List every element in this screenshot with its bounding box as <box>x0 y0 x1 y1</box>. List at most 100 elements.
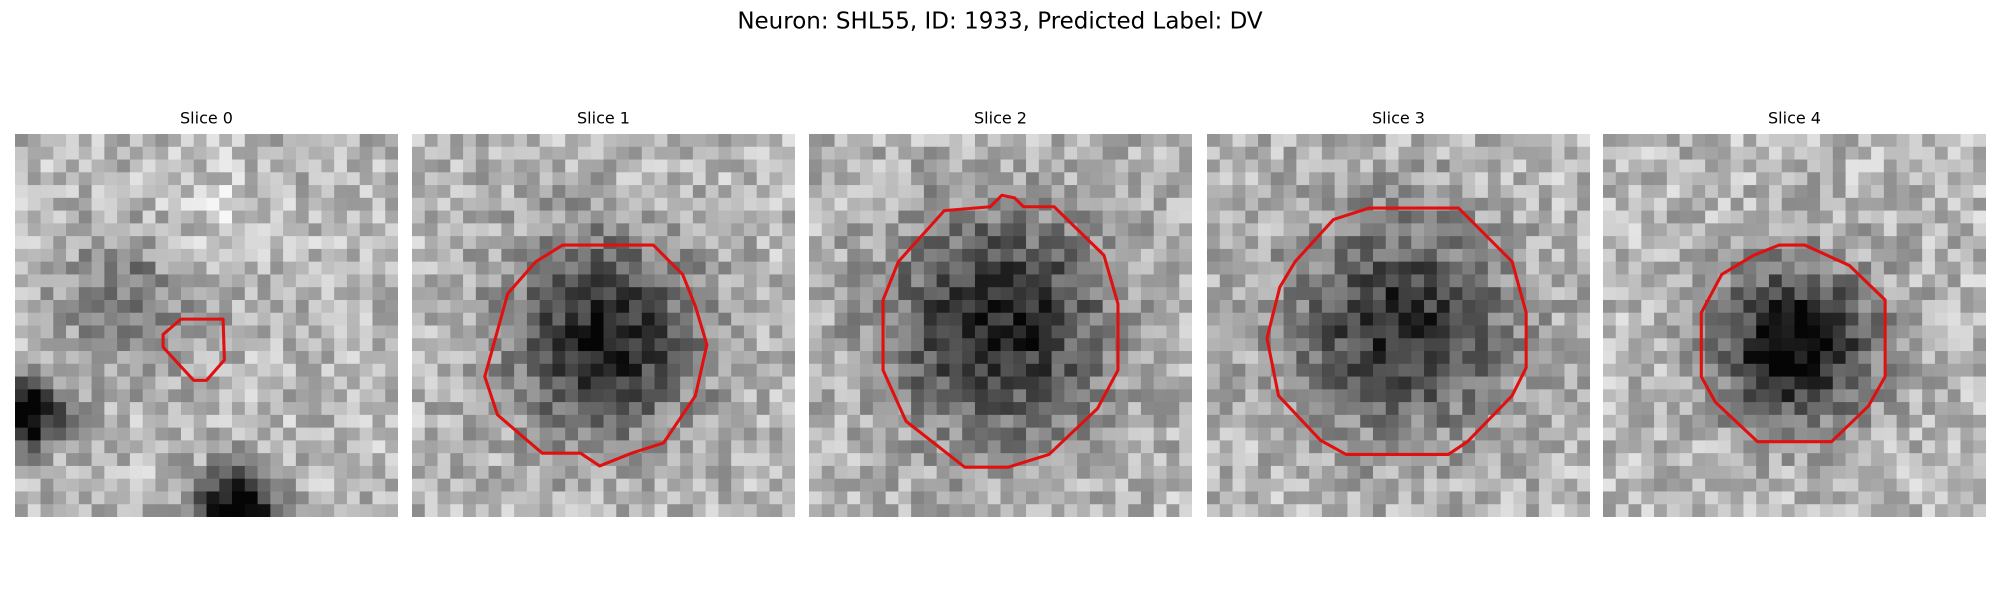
pixel <box>860 363 874 378</box>
pixel <box>1334 491 1348 505</box>
pixel <box>1641 210 1655 224</box>
pixel <box>577 389 592 403</box>
pixel <box>923 299 938 314</box>
pixel <box>1692 236 1706 250</box>
pixel <box>1449 414 1463 429</box>
pixel <box>1641 414 1655 429</box>
pixel <box>1347 414 1361 429</box>
pixel <box>1347 159 1361 173</box>
pixel <box>1883 274 1898 288</box>
pixel <box>15 299 29 314</box>
pixel <box>616 236 630 250</box>
pixel <box>1781 440 1796 454</box>
pixel <box>1064 134 1078 148</box>
pixel <box>1871 402 1885 416</box>
pixel <box>1871 159 1885 173</box>
pixel <box>987 389 1002 403</box>
pixel <box>1334 338 1348 352</box>
pixel <box>359 210 373 224</box>
pixel <box>514 299 528 314</box>
pixel <box>155 478 169 492</box>
pixel <box>1232 223 1246 237</box>
pixel <box>1538 223 1553 237</box>
pixel <box>1372 338 1387 352</box>
pixel <box>1858 185 1872 199</box>
pixel <box>1270 248 1285 263</box>
pixel <box>1270 338 1285 352</box>
pixel <box>1883 402 1898 416</box>
pixel <box>1947 197 1961 212</box>
pixel <box>1207 427 1221 441</box>
pixel <box>654 159 668 173</box>
pixel <box>308 223 322 237</box>
pixel <box>142 376 156 390</box>
pixel <box>526 504 541 517</box>
pixel <box>1487 287 1502 301</box>
pixel <box>847 172 861 186</box>
pixel <box>1768 338 1783 352</box>
pixel <box>1743 491 1757 505</box>
pixel <box>1013 312 1027 327</box>
pixel <box>962 478 976 492</box>
pixel <box>1883 351 1898 365</box>
pixel <box>129 427 144 441</box>
pixel <box>769 478 783 492</box>
pixel <box>1462 223 1476 237</box>
pixel <box>1270 236 1285 250</box>
pixel <box>847 185 861 199</box>
pixel <box>295 338 310 352</box>
pixel <box>590 351 605 365</box>
pixel <box>654 299 668 314</box>
pixel <box>1411 504 1425 517</box>
pixel <box>1832 185 1847 199</box>
pixel <box>590 261 605 275</box>
pixel <box>475 351 490 365</box>
pixel <box>1309 338 1323 352</box>
pixel <box>756 491 770 505</box>
pixel <box>372 312 386 327</box>
pixel <box>1140 427 1155 441</box>
pixel <box>860 299 874 314</box>
pixel <box>244 351 259 365</box>
pixel <box>372 338 386 352</box>
pixel <box>1207 491 1221 505</box>
pixel <box>1347 134 1361 148</box>
pixel <box>898 453 912 467</box>
pixel <box>641 236 656 250</box>
pixel <box>949 402 963 416</box>
pixel <box>412 172 426 186</box>
pixel <box>450 402 464 416</box>
pixel <box>1219 146 1234 161</box>
pixel <box>1115 478 1129 492</box>
pixel <box>1730 261 1744 275</box>
pixel <box>860 146 874 161</box>
pixel <box>1538 453 1553 467</box>
pixel <box>1538 134 1553 148</box>
pixel <box>1692 491 1706 505</box>
pixel <box>1896 389 1910 403</box>
pixel <box>603 440 617 454</box>
pixel <box>718 414 732 429</box>
pixel <box>1283 312 1297 327</box>
pixel <box>1717 197 1732 212</box>
pixel <box>539 223 553 237</box>
pixel <box>654 402 668 416</box>
pixel <box>1551 197 1565 212</box>
pixel <box>1296 261 1310 275</box>
pixel <box>1845 478 1859 492</box>
pixel <box>1947 504 1961 517</box>
pixel <box>718 236 732 250</box>
pixel <box>129 351 144 365</box>
pixel <box>1321 376 1336 390</box>
pixel <box>501 197 515 212</box>
pixel <box>821 351 836 365</box>
pixel <box>91 478 105 492</box>
pixel <box>488 159 502 173</box>
pixel <box>1245 453 1259 467</box>
pixel <box>718 197 732 212</box>
pixel <box>731 261 745 275</box>
pixel <box>1140 287 1155 301</box>
pixel <box>359 363 373 378</box>
pixel <box>1922 134 1936 148</box>
pixel <box>692 210 707 224</box>
